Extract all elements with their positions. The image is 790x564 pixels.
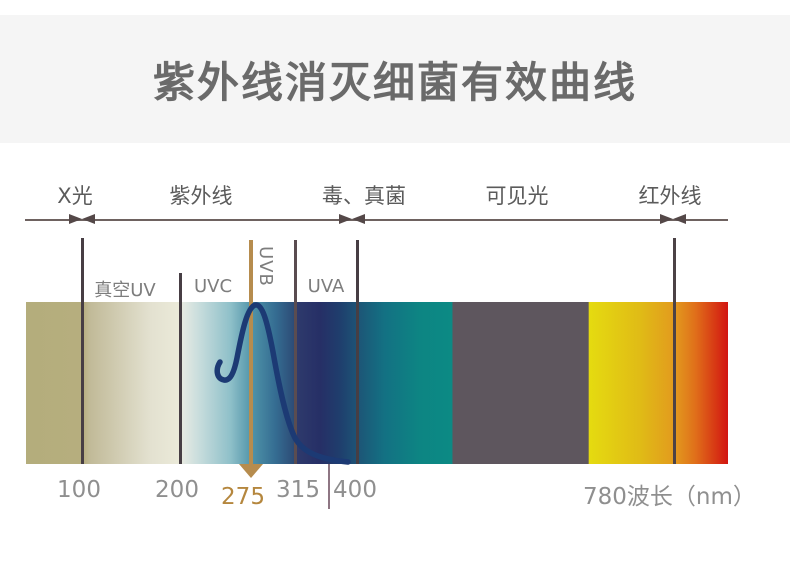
boundary-marker-icon <box>82 214 95 224</box>
top-axis-line <box>25 219 728 221</box>
region-label-infrared: 红外线 <box>638 184 702 208</box>
wavelength-line-100 <box>80 238 84 464</box>
tick-label-400: 400 <box>333 477 377 503</box>
subband-label-uvc: UVC <box>193 276 233 297</box>
wavelength-line-275-highlight <box>249 240 253 464</box>
arrow-down-icon <box>239 464 263 478</box>
wavelength-line-400 <box>355 240 359 464</box>
region-label-visible-light: 可见光 <box>485 184 549 208</box>
header-band: 紫外线消灭细菌有效曲线 <box>0 15 790 143</box>
region-label-ultraviolet: 紫外线 <box>169 184 233 208</box>
region-label-xray: X光 <box>57 184 93 208</box>
boundary-marker-icon <box>339 214 352 224</box>
tick-label-315: 315 <box>276 477 320 503</box>
wavelength-line-200 <box>178 273 182 464</box>
subband-label-vacuum-uv: 真空UV <box>94 280 156 301</box>
tick-divider-line <box>328 464 330 509</box>
subband-label-uva: UVA <box>307 276 345 297</box>
region-label-germs: 毒、真菌 <box>322 184 406 208</box>
page-title: 紫外线消灭细菌有效曲线 <box>152 57 637 107</box>
tick-label-100: 100 <box>57 477 101 503</box>
boundary-marker-icon <box>673 214 686 224</box>
boundary-marker-icon <box>69 214 82 224</box>
spectrum-band <box>26 302 728 464</box>
wavelength-line-315 <box>293 240 297 464</box>
tick-label-200: 200 <box>155 477 199 503</box>
tick-label-275-highlight: 275 <box>221 484 265 510</box>
boundary-marker-icon <box>352 214 365 224</box>
subband-label-uvb: UVB <box>255 246 276 287</box>
boundary-marker-icon <box>660 214 673 224</box>
tick-label-780-axis-unit: 780波长（nm） <box>583 484 756 510</box>
wavelength-line-780 <box>672 238 676 464</box>
